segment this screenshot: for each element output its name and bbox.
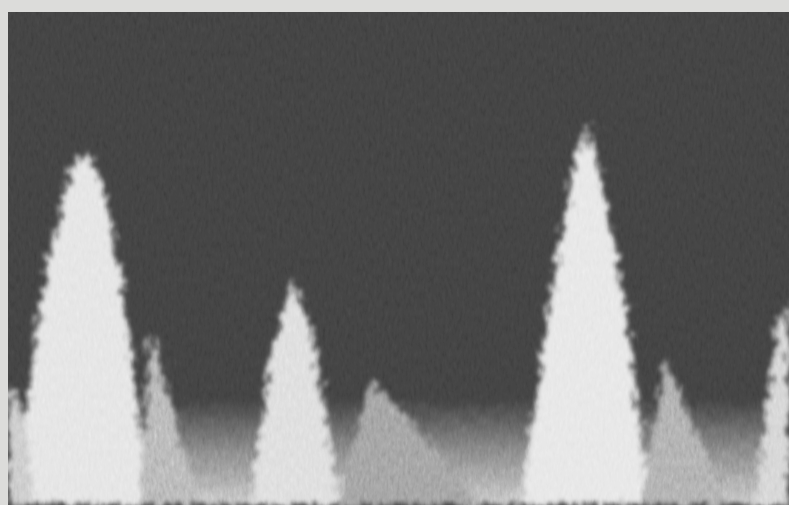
spectral-display: [8, 12, 789, 505]
page: {} html, body { margin: 0; padding: 0; w…: [0, 0, 789, 505]
page-body: (() => { const data = JSON.parse(documen…: [0, 0, 789, 505]
doppler-image: [0, 0, 789, 505]
